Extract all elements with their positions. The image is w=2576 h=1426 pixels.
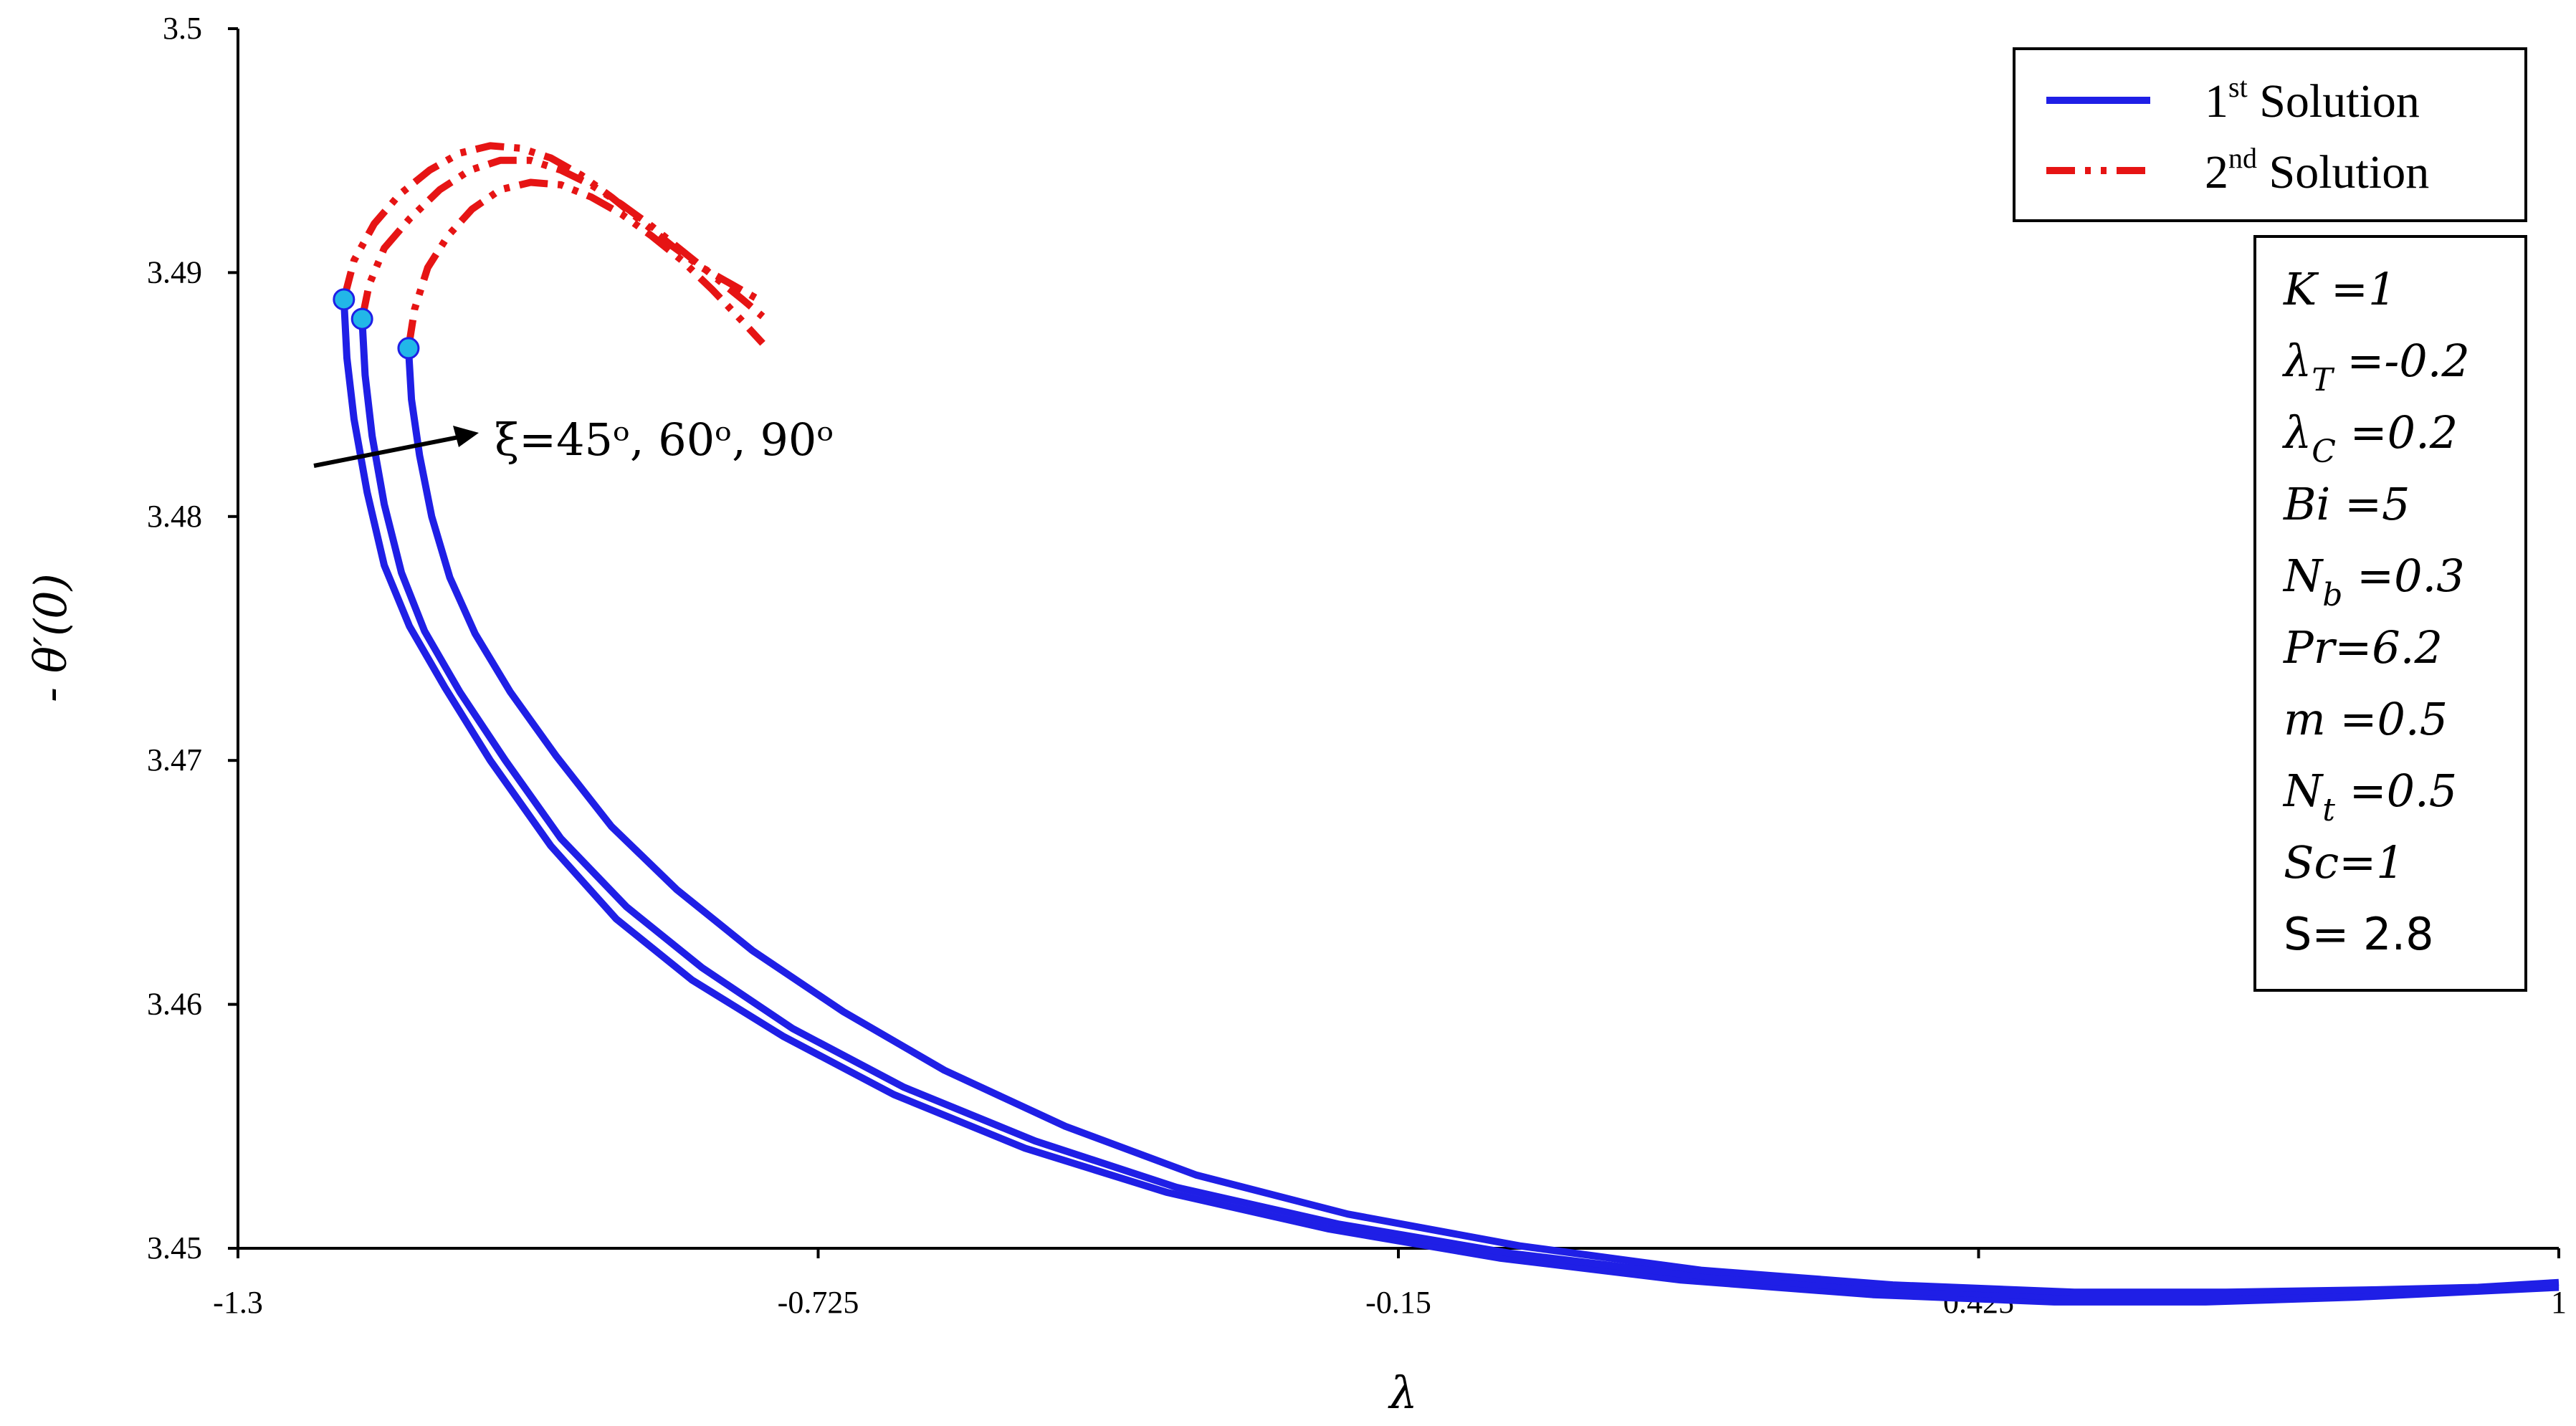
- x-tick-label: -0.725: [778, 1285, 859, 1320]
- y-tick-label: 3.5: [163, 11, 202, 46]
- legend-2nd-base: 2: [2205, 146, 2228, 198]
- x-tick-label: -0.15: [1365, 1285, 1431, 1320]
- series-1st-xi-60: [358, 318, 2560, 1301]
- critical-point-xi-90: [397, 337, 420, 360]
- parameter-box: K =1 λT =-0.2 λC =0.2 Bi =5 Nb =0.3 Pr=6.2 m =…: [2253, 235, 2527, 992]
- legend-1st-base: 1: [2205, 75, 2228, 128]
- legend-2nd-sup: nd: [2228, 142, 2257, 174]
- parameter-line: S= 2.8: [2284, 908, 2434, 960]
- y-tick-label: 3.49: [147, 254, 202, 289]
- axis-ticks: -1.3 -0.725 -0.15 0.425 13.453.463.473.483.4…: [147, 11, 2567, 1320]
- y-tick-label: 3.48: [147, 499, 202, 534]
- parameter-line: λC =0.2: [2281, 406, 2458, 470]
- parameter-line: K =1: [2283, 263, 2396, 315]
- series-layer: [340, 142, 2560, 1306]
- parameter-box-frame: [2253, 235, 2527, 992]
- y-tick-label: 3.45: [147, 1230, 202, 1265]
- xi-annotation: ξ=45ᵒ, 60ᵒ, 90ᵒ: [313, 413, 834, 468]
- parameter-line: Sc=1: [2284, 836, 2405, 889]
- annotation-arrow-line: [313, 435, 459, 468]
- x-tick-label: 1: [2551, 1285, 2567, 1320]
- legend-1st-sup: st: [2228, 71, 2248, 103]
- x-tick-label: -1.3: [213, 1285, 263, 1320]
- series-2nd-xi-90: [404, 178, 765, 349]
- series-1st-xi-45: [340, 299, 2560, 1306]
- parameter-line: Nt =0.5: [2282, 765, 2457, 828]
- parameter-line: m =0.5: [2284, 693, 2448, 745]
- series-2nd-xi-60: [358, 156, 765, 320]
- critical-points: [333, 288, 420, 360]
- critical-point-xi-45: [333, 288, 356, 311]
- y-tick-label: 3.47: [147, 742, 202, 777]
- legend-label-1st: 1st Solution: [2205, 71, 2420, 128]
- y-tick-label: 3.46: [147, 987, 202, 1022]
- y-axis-title: - θ′(0): [24, 573, 77, 702]
- x-axis-title: λ: [1387, 1367, 1417, 1419]
- parameter-line: Bi =5: [2283, 478, 2410, 530]
- parameter-line: λT =-0.2: [2281, 335, 2470, 398]
- legend-box: [2013, 47, 2527, 222]
- legend-label-2nd: 2nd Solution: [2205, 142, 2429, 198]
- legend: 1st Solution 2nd Solution: [2013, 47, 2527, 222]
- parameter-lines: K =1 λT =-0.2 λC =0.2 Bi =5 Nb =0.3 Pr=6.2 m =…: [2281, 263, 2470, 960]
- parameter-line: Nb =0.3: [2282, 550, 2465, 613]
- critical-point-xi-60: [350, 307, 373, 330]
- legend-1st-text: Solution: [2248, 75, 2420, 128]
- annotation-text: ξ=45ᵒ, 60ᵒ, 90ᵒ: [495, 413, 834, 466]
- series-1st-xi-90: [404, 348, 2560, 1296]
- legend-2nd-text: Solution: [2257, 146, 2429, 198]
- parameter-line: Pr=6.2: [2283, 621, 2443, 674]
- annotation-arrowhead: [453, 426, 479, 447]
